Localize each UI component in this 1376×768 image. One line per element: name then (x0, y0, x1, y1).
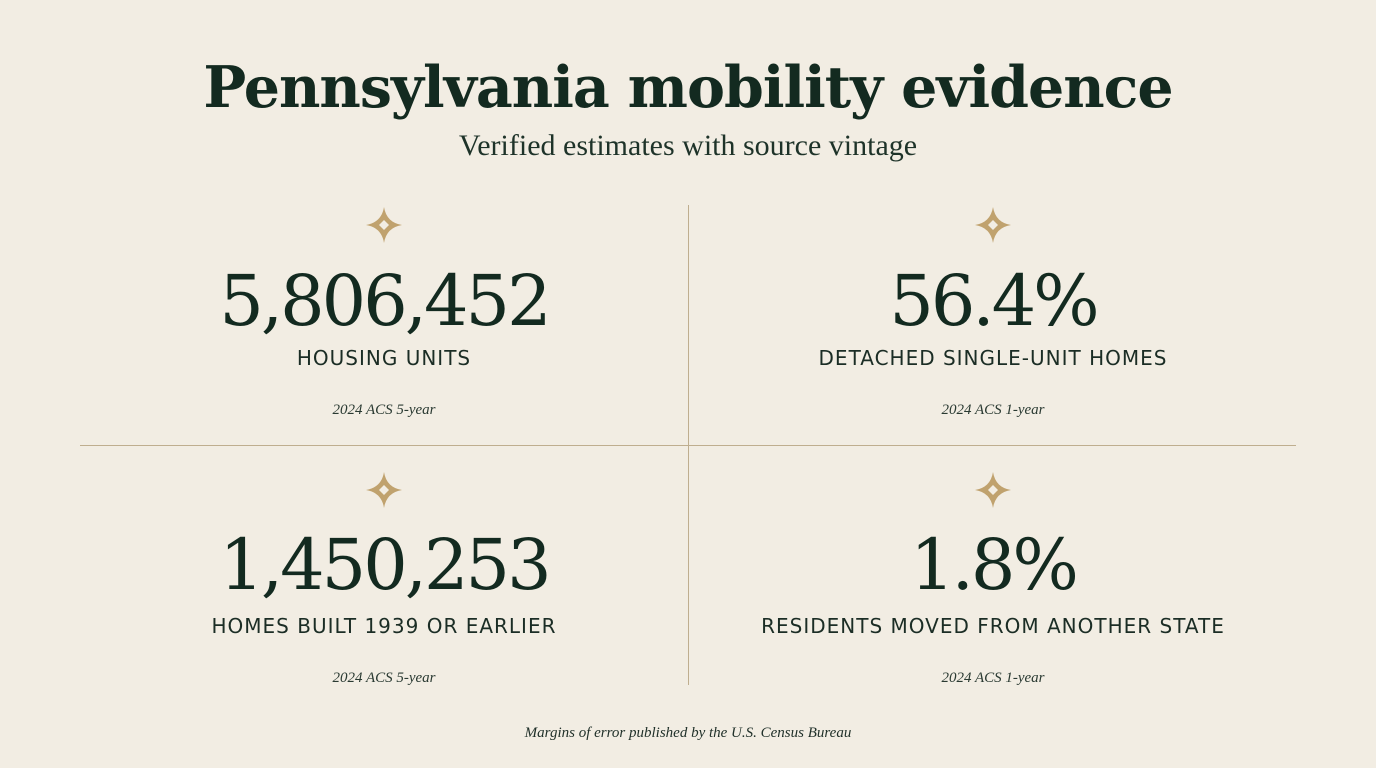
stat-source: 2024 ACS 5-year (332, 670, 436, 686)
page-subtitle: Verified estimates with source vintage (458, 129, 918, 162)
stat-card-housing-units: 5,806,452 HOUSING UNITS 2024 ACS 5-year (80, 205, 688, 445)
stat-label: HOMES BUILT 1939 OR EARLIER (211, 614, 557, 638)
stat-value: 56.4% (889, 260, 1099, 342)
stat-card-homes-built-1939: 1,450,253 HOMES BUILT 1939 OR EARLIER 20… (80, 446, 688, 686)
stat-source: 2024 ACS 1-year (941, 670, 1045, 686)
stat-label: DETACHED SINGLE-UNIT HOMES (818, 346, 1168, 370)
diamond-ornament-icon (366, 472, 402, 508)
stat-source: 2024 ACS 5-year (332, 402, 436, 418)
stat-value: 1.8% (910, 524, 1079, 606)
horizontal-divider (80, 445, 1296, 446)
stat-card-moved-from-another-state: 1.8% RESIDENTS MOVED FROM ANOTHER STATE … (689, 446, 1297, 686)
page-title: Pennsylvania mobility evidence (203, 54, 1173, 121)
stat-label: HOUSING UNITS (296, 346, 472, 370)
stat-label: RESIDENTS MOVED FROM ANOTHER STATE (761, 614, 1225, 638)
diamond-ornament-icon (366, 207, 402, 243)
footnote: Margins of error published by the U.S. C… (524, 725, 852, 741)
diamond-ornament-icon (975, 207, 1011, 243)
stat-source: 2024 ACS 1-year (941, 402, 1045, 418)
stat-value: 5,806,452 (219, 260, 551, 342)
stat-card-detached-homes: 56.4% DETACHED SINGLE-UNIT HOMES 2024 AC… (689, 205, 1297, 445)
stat-value: 1,450,253 (219, 524, 551, 606)
diamond-ornament-icon (975, 472, 1011, 508)
